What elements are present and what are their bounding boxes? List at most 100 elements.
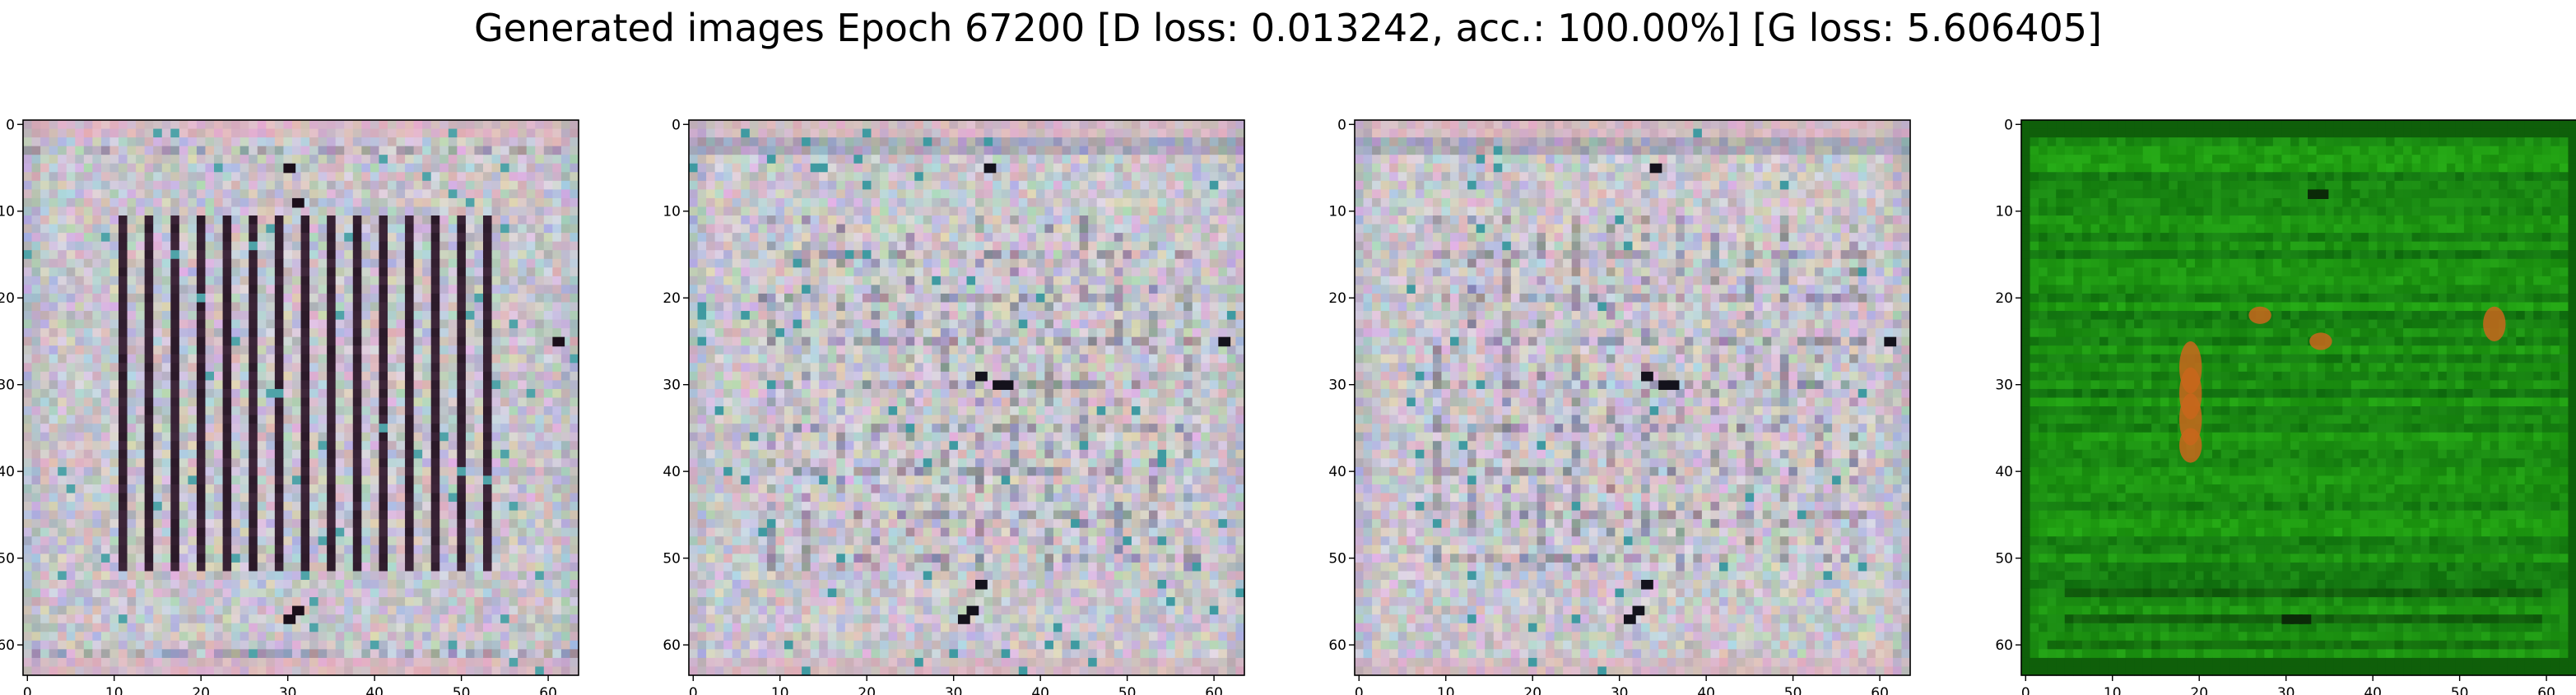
heatmap-cell [92,302,102,312]
heatmap-cell [766,180,777,190]
heatmap-cell [40,189,50,199]
heatmap-cell [500,328,510,338]
heatmap-cell [58,311,67,321]
heatmap-cell [136,484,146,494]
heatmap-cell [283,415,293,424]
heatmap-cell [1001,197,1011,208]
heatmap-cell [188,233,198,243]
heatmap-cell [1123,155,1132,164]
heatmap-cell [405,155,415,164]
heatmap-cell [940,224,951,234]
heatmap-cell [188,657,198,668]
heatmap-cell [1096,215,1106,225]
heatmap-cell [58,354,67,364]
heatmap-cell [214,233,224,243]
heatmap-cell [352,319,362,329]
heatmap-cell [448,371,458,382]
heatmap-cell [552,441,562,451]
heatmap-cell [552,233,562,243]
heatmap-cell [291,536,302,546]
heatmap-cell [758,189,768,199]
heatmap-cell [396,484,406,494]
heatmap-cell [222,605,232,615]
heatmap-cell [1226,197,1237,208]
heatmap-cell [119,267,128,277]
heatmap-cell [509,388,518,399]
heatmap-cell [100,336,111,346]
heatmap-cell [161,484,171,494]
heatmap-cell [741,128,751,138]
heatmap-cell [396,267,406,277]
heatmap-cell [396,449,406,459]
heatmap-cell [188,397,198,407]
heatmap-cell [109,475,119,485]
heatmap-cell [66,137,76,147]
heatmap-cell [474,363,484,373]
heatmap-cell [697,137,707,147]
heatmap-cell [526,293,536,303]
heatmap-cell [188,632,198,642]
heatmap-cell [897,189,907,199]
heatmap-cell [23,197,33,208]
heatmap-cell [214,180,224,190]
heatmap-cell [75,562,85,572]
heatmap-cell [844,146,854,155]
heatmap-cell [405,657,415,668]
heatmap-cell [239,502,249,512]
heatmap-cell [327,544,337,554]
heatmap-cell [518,380,528,390]
heatmap-cell [509,449,518,459]
heatmap-cell [422,588,432,598]
heatmap-cell [300,189,310,199]
heatmap-cell [888,146,898,155]
heatmap-cell [196,189,207,199]
heatmap-cell [1183,189,1193,199]
heatmap-cell [335,466,345,477]
heatmap-cell [274,285,285,294]
heatmap-cell [361,554,371,563]
heatmap-cell [422,180,432,190]
heatmap-cell [127,562,137,572]
heatmap-cell [1071,180,1081,190]
heatmap-cell [49,536,58,546]
heatmap-cell [966,146,976,155]
heatmap-cell [975,197,985,208]
heatmap-cell [170,441,180,451]
heatmap-cell [430,215,440,225]
heatmap-cell [291,371,302,382]
heatmap-cell [75,510,85,520]
heatmap-cell [179,562,188,572]
heatmap-cell [940,180,951,190]
heatmap-cell [309,562,319,572]
heatmap-cell [422,424,432,433]
heatmap-cell [379,206,388,216]
heatmap-cell [214,519,224,529]
heatmap-cell [309,544,319,554]
heatmap-cell [482,258,493,268]
heatmap-cell [543,475,553,485]
heatmap-cell [23,406,33,416]
heatmap-cell [706,172,716,182]
heatmap-cell [491,172,501,182]
heatmap-cell [810,146,820,155]
heatmap-cell [83,155,93,164]
heatmap-cell [1010,137,1020,147]
heatmap-cell [465,466,476,477]
heatmap-cell [327,311,337,321]
heatmap-cell [518,120,528,130]
heatmap-cell [136,163,146,173]
heatmap-cell [170,649,180,659]
heatmap-cell [23,293,33,303]
heatmap-cell [23,544,33,554]
heatmap-cell [1027,215,1037,225]
heatmap-cell [509,441,518,451]
heatmap-cell [775,137,785,147]
heatmap-cell [1131,163,1142,173]
heatmap-cell [58,614,67,624]
heatmap-cell [732,128,742,138]
heatmap-cell [543,554,553,563]
heatmap-cell [127,397,137,407]
heatmap-cell [188,554,198,563]
heatmap-cell [474,424,484,433]
heatmap-cell [266,424,276,433]
